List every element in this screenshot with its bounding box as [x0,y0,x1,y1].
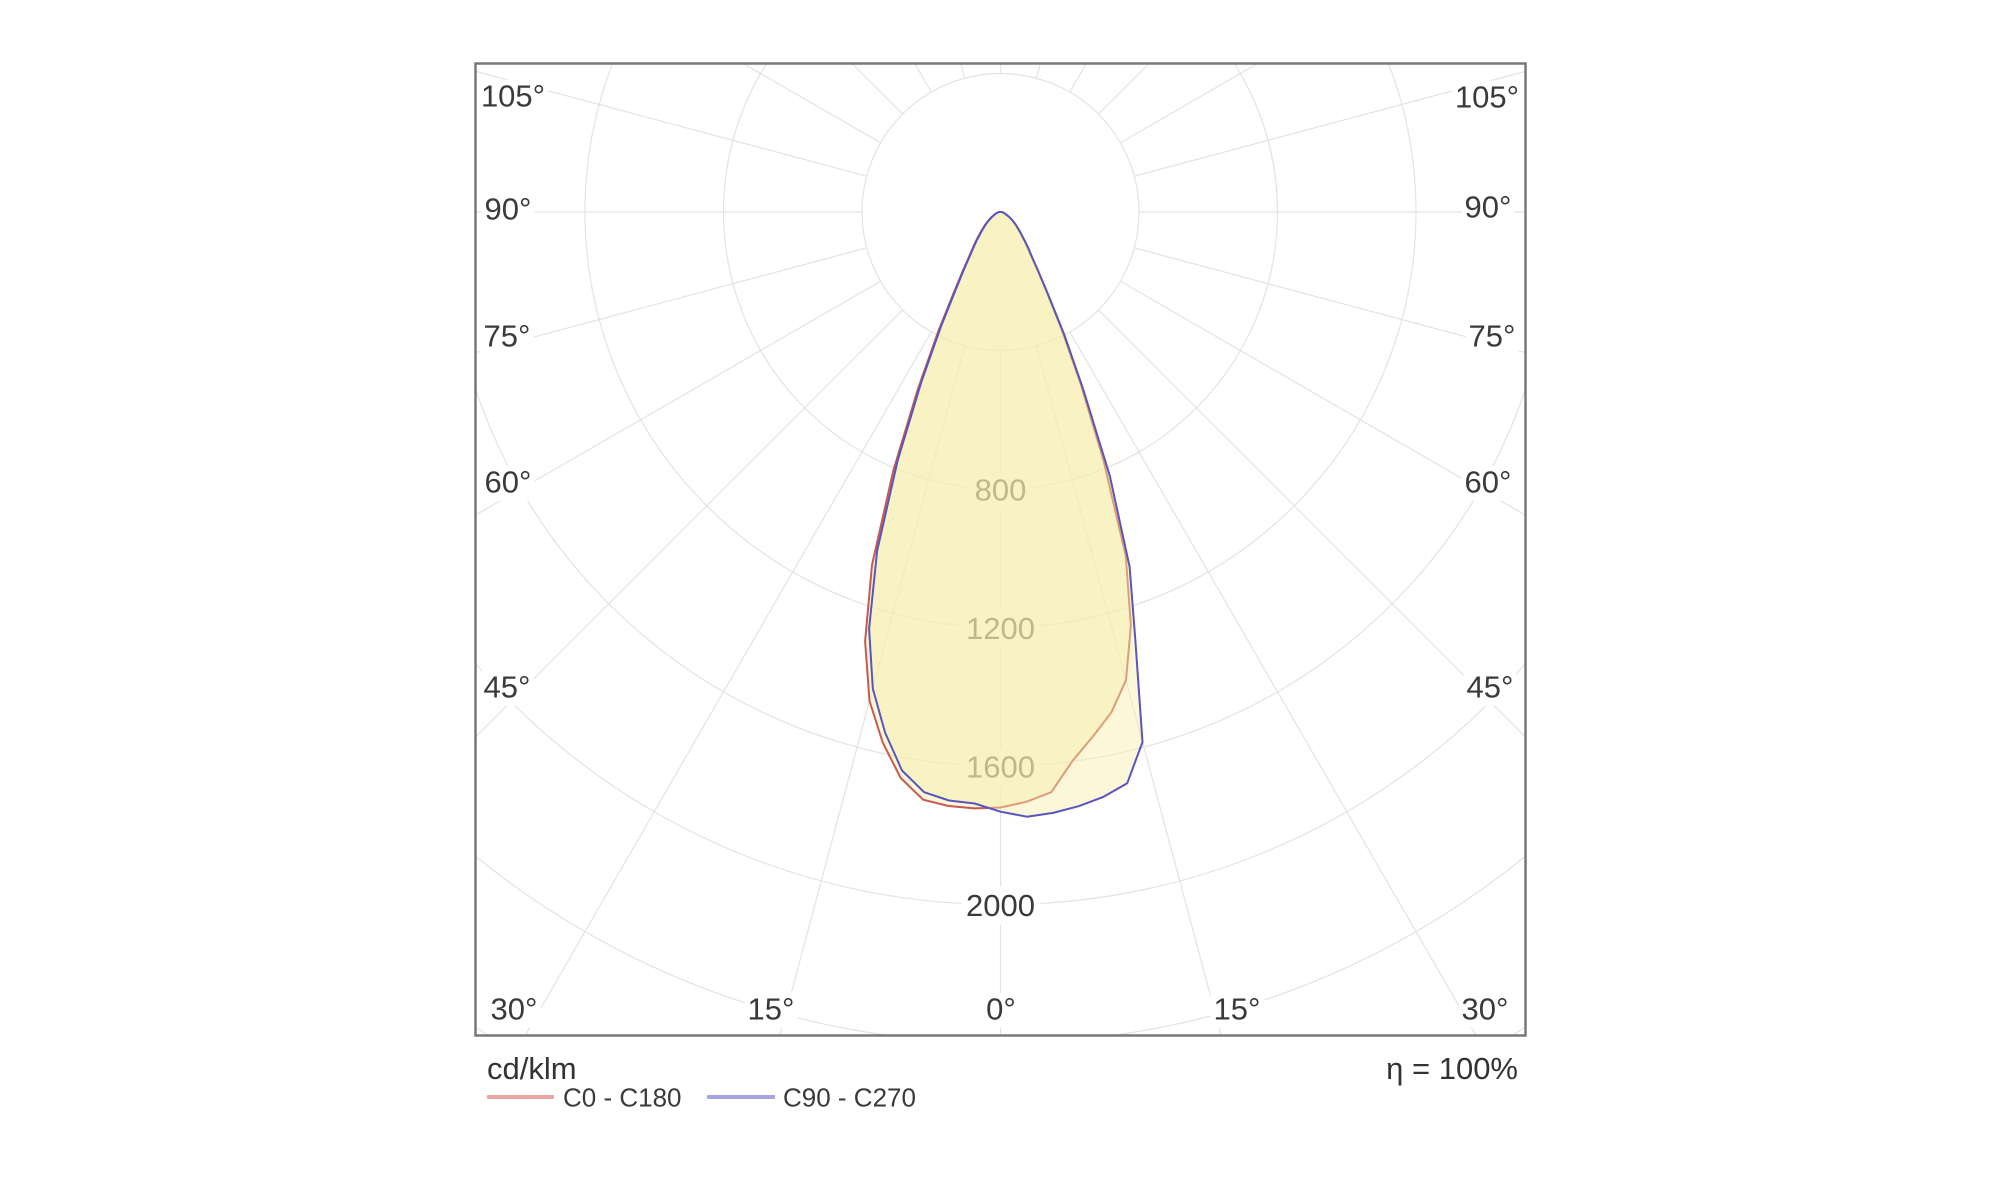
angle-spoke [1035,345,1222,1036]
angle-label-bottom-30-right: 30° [1458,992,1512,1028]
angle-label-bottom-0: 0° [983,992,1019,1028]
legend-swatch-c0-c180 [487,1095,554,1099]
plot-frame [474,62,1527,1037]
efficiency-label: η = 100% [1386,1051,1518,1086]
angle-spoke [475,247,867,354]
angle-label-left-90: 90° [481,192,535,228]
angle-spoke [851,63,903,115]
angle-spoke [1098,63,1150,115]
radial-value-label-mask [961,886,1040,925]
angle-label-bottom-15-right: 15° [1210,992,1264,1028]
angle-label-right-75: 75° [1465,319,1519,355]
radial-value-labels: 800 1200 1600 2000 [961,470,1040,925]
radial-value-label: 800 [975,473,1027,508]
angle-label-left-45: 45° [480,670,534,706]
angle-spoke [475,309,903,738]
angle-label-right-60: 60° [1461,465,1515,501]
angle-spoke [742,63,881,144]
legend-swatch-c90-c270 [707,1095,775,1099]
angle-spoke [1134,247,1526,354]
angle-label-left-75: 75° [480,319,534,355]
angle-spoke [1120,63,1259,144]
angle-spoke [1134,70,1526,177]
angle-label-right-90: 90° [1461,190,1515,226]
angle-spoke [524,331,932,1036]
angle-spoke [475,70,867,177]
angle-label-left-60: 60° [481,465,535,501]
radial-value-label: 2000 [966,888,1035,923]
angle-label-bottom-15-left: 15° [744,992,798,1028]
angle-label-right-45: 45° [1463,670,1517,706]
radial-value-label-mask [969,470,1032,510]
angle-spoke [1069,331,1477,1036]
angle-spoke [1120,280,1526,516]
angle-spoke [1035,63,1041,79]
angle-spoke [779,345,966,1036]
radial-value-label: 1600 [966,750,1035,785]
legend-label-c0-c180: C0 - C180 [563,1082,682,1113]
angle-spoke [1069,63,1087,93]
angle-spoke [475,280,881,516]
series-curve-c90-c270 [868,211,1144,818]
radial-value-label-mask [961,609,1040,648]
angle-spoke [914,63,932,93]
units-label: cd/klm [487,1051,577,1086]
angle-spoke [1098,309,1526,738]
angle-spoke [960,63,966,79]
angle-label-left-105: 105° [477,79,549,115]
radial-value-label: 1200 [966,611,1035,646]
angle-label-right-105: 105° [1451,80,1523,116]
legend-label-c90-c270: C90 - C270 [783,1082,916,1113]
angle-label-bottom-30-left: 30° [487,992,541,1028]
radial-value-label-mask [961,747,1040,787]
